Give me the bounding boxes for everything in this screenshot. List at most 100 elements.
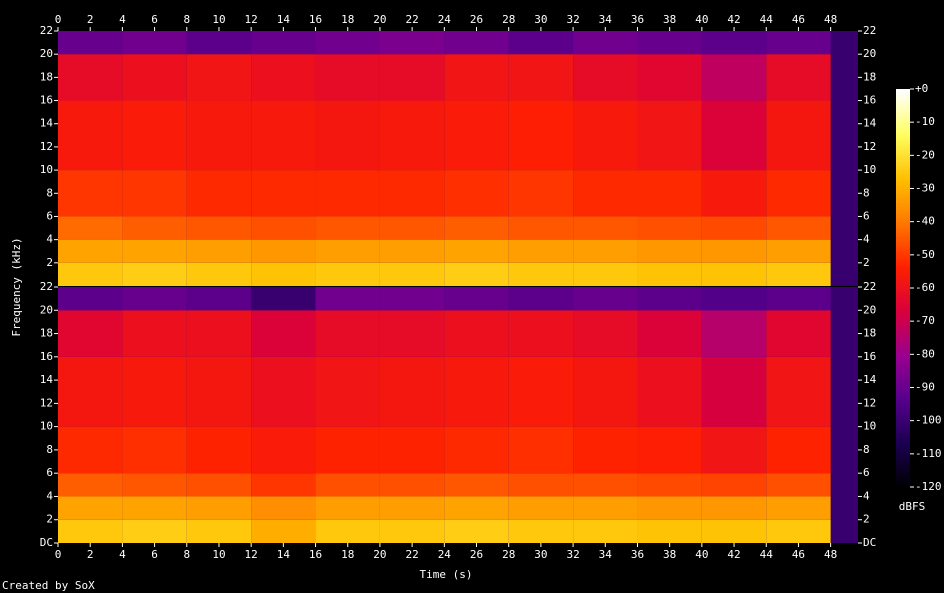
y-tick-label: 22: [863, 24, 876, 37]
y-tick-label: 4: [863, 489, 870, 502]
y-tick-label: 10: [40, 163, 53, 176]
x-tick-label: 36: [631, 548, 644, 561]
colorbar-strip: [896, 145, 910, 147]
y-tick-label: 18: [40, 70, 53, 83]
colorbar-strip: [896, 465, 910, 467]
x-tick-label: 0: [55, 13, 62, 26]
spectrogram-cell: [186, 262, 252, 286]
colorbar-strip: [896, 217, 910, 219]
spectrogram-cell: [186, 473, 252, 497]
x-tick-label: 38: [663, 548, 676, 561]
spectrogram-cell: [58, 262, 123, 286]
colorbar-strip: [896, 315, 910, 317]
colorbar-strip: [896, 195, 910, 197]
colorbar-strip: [896, 177, 910, 179]
colorbar-strip: [896, 443, 910, 445]
colorbar-strip: [896, 271, 910, 273]
colorbar-tick-label: -120: [915, 480, 942, 493]
spectrogram-cell: [122, 519, 187, 543]
colorbar-strip: [896, 233, 910, 235]
colorbar-strip: [896, 283, 910, 285]
spectrogram-cell: [444, 54, 509, 101]
colorbar-strip: [896, 375, 910, 377]
spectrogram-cell: [573, 356, 638, 427]
colorbar-strip: [896, 381, 910, 383]
y-tick-label: 2: [863, 513, 870, 526]
spectrogram-cell: [58, 216, 123, 240]
spectrogram-cell: [508, 310, 574, 357]
spectrogram-cell: [573, 216, 638, 240]
colorbar-tick-label: -30: [915, 182, 935, 195]
y-tick-label: DC: [40, 536, 53, 549]
colorbar-strip: [896, 433, 910, 435]
colorbar-tick-label: -20: [915, 148, 935, 161]
spectrogram-cell: [186, 426, 252, 474]
spectrogram-cell: [444, 239, 509, 263]
x-tick-label: 4: [119, 13, 126, 26]
colorbar-strip: [896, 231, 910, 233]
spectrogram-cell: [701, 216, 767, 240]
y-tick-label: 12: [863, 140, 876, 153]
x-tick-label: 42: [727, 548, 740, 561]
colorbar-strip: [896, 329, 910, 331]
colorbar-strip: [896, 103, 910, 105]
y-tick-label: 20: [863, 47, 876, 60]
x-tick-label: 24: [438, 13, 452, 26]
colorbar-strip: [896, 185, 910, 187]
spectrogram-cell: [379, 262, 445, 286]
spectrogram-cell: [186, 170, 252, 217]
x-tick-label: 34: [599, 13, 613, 26]
spectrogram-cell: [573, 31, 638, 55]
colorbar-strip: [896, 341, 910, 343]
spectrogram-cell: [186, 519, 252, 543]
colorbar-strip: [896, 369, 910, 371]
colorbar-strip: [896, 297, 910, 299]
spectrogram-cell: [701, 426, 767, 474]
x-tick-label: 26: [470, 548, 483, 561]
spectrogram-cell: [637, 100, 702, 171]
spectrogram-cell: [766, 100, 831, 171]
y-tick-label: 16: [863, 350, 876, 363]
colorbar-strip: [896, 291, 910, 293]
spectrogram-cell: [251, 310, 316, 357]
colorbar-strip: [896, 91, 910, 93]
spectrogram-cell: [379, 100, 445, 171]
spectrogram-cell: [122, 170, 187, 217]
spectrogram-cell: [766, 426, 831, 474]
y-tick-label: 6: [46, 209, 53, 222]
spectrogram-cell: [186, 239, 252, 263]
spectrogram-cell: [701, 356, 767, 427]
colorbar-strip: [896, 183, 910, 185]
colorbar-strip: [896, 391, 910, 393]
spectrogram-cell: [573, 310, 638, 357]
colorbar-strip: [896, 411, 910, 413]
spectrogram-cell: [122, 356, 187, 427]
colorbar-strip: [896, 453, 910, 455]
colorbar-strip: [896, 401, 910, 403]
colorbar-strip: [896, 365, 910, 367]
colorbar-strip: [896, 285, 910, 287]
colorbar-strip: [896, 209, 910, 211]
spectrogram-cell: [315, 310, 380, 357]
spectrogram-cell: [186, 216, 252, 240]
spectrogram-cell: [637, 239, 702, 263]
colorbar-strip: [896, 253, 910, 255]
spectrogram-cell: [379, 239, 445, 263]
colorbar-strip: [896, 107, 910, 109]
colorbar-strip: [896, 159, 910, 161]
spectrogram-cell: [637, 170, 702, 217]
x-tick-label: 30: [534, 13, 547, 26]
x-tick-label: 14: [277, 548, 291, 561]
colorbar-strip: [896, 323, 910, 325]
spectrogram-cell: [573, 496, 638, 520]
spectrogram-cell: [444, 519, 509, 543]
x-tick-label: 12: [245, 13, 258, 26]
colorbar-strip: [896, 207, 910, 209]
colorbar-strip: [896, 247, 910, 249]
colorbar-tick-label: -70: [915, 314, 935, 327]
colorbar-strip: [896, 371, 910, 373]
colorbar-strip: [896, 243, 910, 245]
colorbar-strip: [896, 313, 910, 315]
x-tick-label: 28: [502, 13, 515, 26]
spectrogram-cell: [701, 496, 767, 520]
